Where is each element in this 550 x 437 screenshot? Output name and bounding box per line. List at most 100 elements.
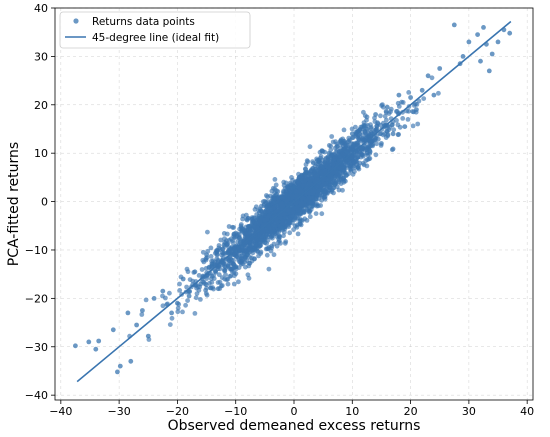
data-point [332, 182, 338, 188]
data-point [320, 149, 326, 154]
data-point [429, 75, 435, 81]
data-point [192, 269, 198, 275]
y-tick-label: 0 [41, 196, 48, 209]
data-point [306, 200, 312, 206]
ideal-fit-line [76, 20, 512, 383]
data-point [350, 143, 356, 149]
data-point [231, 231, 237, 237]
data-point [298, 211, 304, 217]
data-point [368, 126, 374, 132]
data-point [211, 276, 217, 281]
data-point [302, 166, 308, 172]
y-tick-label: −20 [25, 292, 48, 305]
x-axis-label: Observed demeaned excess returns [168, 418, 421, 434]
legend-label-points: Returns data points [92, 16, 195, 28]
data-point [243, 264, 248, 270]
data-point [203, 282, 209, 288]
data-point [285, 184, 290, 190]
data-point [167, 290, 172, 296]
data-point [160, 288, 166, 294]
data-point [349, 126, 355, 132]
data-point [204, 252, 210, 258]
legend-label-line: 45-degree line (ideal fit) [92, 32, 219, 44]
data-point [160, 303, 166, 309]
data-point [134, 322, 140, 328]
data-point [291, 205, 297, 211]
data-point [96, 338, 102, 344]
data-point [262, 240, 268, 246]
data-point [406, 90, 412, 95]
data-point [319, 211, 325, 217]
data-point [319, 197, 325, 203]
x-tick-label: −20 [166, 405, 189, 418]
data-point [332, 156, 337, 162]
data-point [421, 96, 427, 101]
data-point [211, 286, 216, 292]
data-point [364, 117, 369, 123]
data-point [216, 245, 222, 251]
data-point [284, 198, 289, 204]
data-point [262, 210, 268, 215]
data-point [177, 281, 182, 287]
data-point [222, 276, 228, 282]
data-point [278, 201, 284, 207]
data-point [232, 273, 237, 279]
data-point [269, 243, 274, 249]
data-point [140, 308, 145, 313]
data-point [198, 297, 203, 302]
data-point [281, 211, 287, 217]
data-point [262, 198, 268, 204]
data-point [236, 279, 241, 285]
data-point [290, 177, 295, 183]
data-point [361, 124, 367, 129]
data-point [258, 249, 264, 255]
data-point [384, 117, 389, 123]
data-point [225, 241, 231, 247]
data-point [314, 184, 319, 190]
data-point [451, 22, 457, 28]
data-point [230, 224, 235, 230]
data-point [203, 291, 209, 296]
data-point [215, 286, 221, 292]
data-point [344, 172, 349, 178]
data-point [214, 256, 220, 262]
data-point [286, 217, 292, 223]
data-point [336, 179, 342, 185]
data-point [180, 309, 185, 315]
data-point [247, 247, 253, 252]
data-point [272, 177, 278, 182]
data-point [214, 252, 220, 258]
data-point [209, 280, 215, 285]
data-point [373, 152, 379, 158]
data-point [436, 90, 441, 96]
data-point [198, 281, 204, 287]
data-point [372, 137, 378, 143]
data-point [139, 312, 145, 317]
data-point [145, 333, 151, 339]
data-point [110, 327, 116, 333]
data-point [324, 186, 329, 192]
data-point [194, 291, 200, 296]
data-point [297, 218, 303, 224]
data-point [324, 181, 329, 187]
data-point [256, 213, 262, 219]
data-point [221, 242, 227, 248]
data-point [224, 231, 230, 237]
data-point [352, 159, 357, 165]
data-point [128, 358, 134, 364]
data-point [251, 246, 257, 252]
data-point [507, 30, 513, 36]
data-point [239, 228, 244, 234]
data-point [225, 281, 231, 287]
data-point [328, 176, 333, 181]
data-point [340, 187, 345, 193]
data-point [287, 230, 293, 236]
data-point [253, 241, 258, 247]
data-point [279, 194, 285, 200]
data-point [304, 206, 310, 212]
data-point [279, 225, 285, 231]
data-point [215, 280, 221, 285]
y-tick-label: −40 [25, 389, 48, 402]
legend-scatter-marker [73, 18, 79, 24]
data-point [374, 141, 379, 147]
